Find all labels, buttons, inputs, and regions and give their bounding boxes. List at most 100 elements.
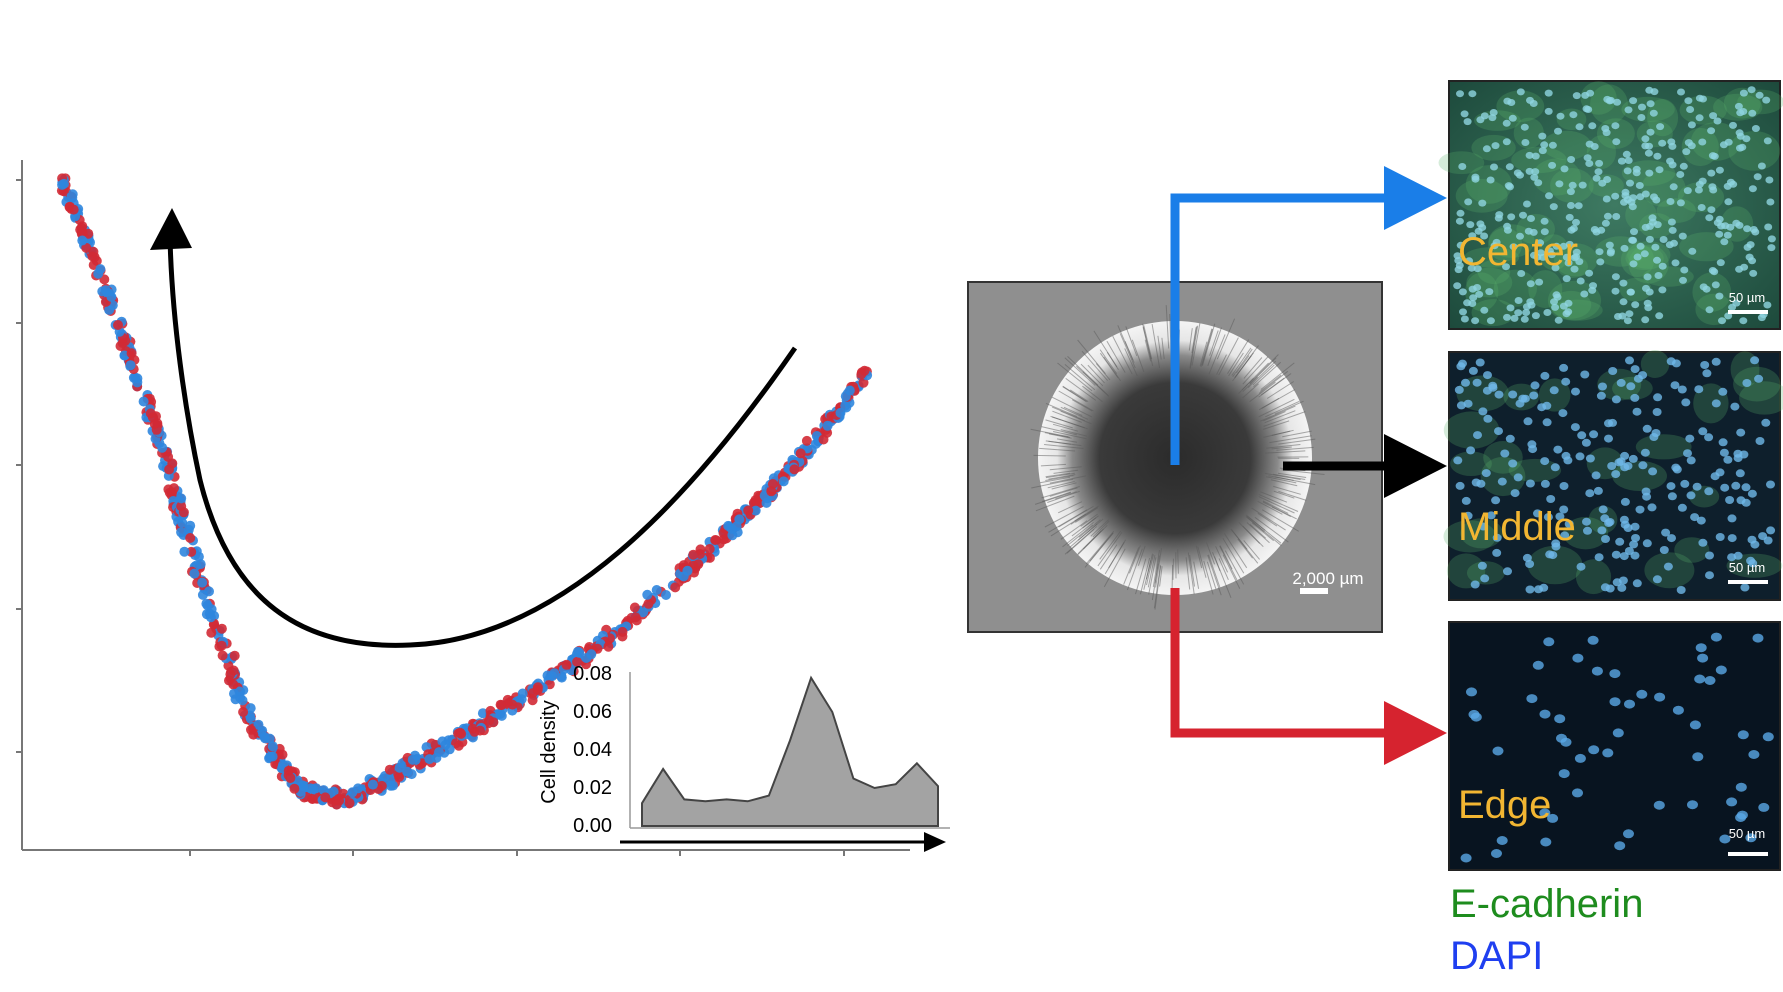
- nucleus: [1455, 262, 1464, 269]
- nucleus: [1471, 317, 1480, 325]
- colony-fiber: [1045, 402, 1078, 418]
- red-dot-icon: [224, 675, 234, 686]
- nucleus: [1519, 211, 1527, 219]
- colony-fiber: [1042, 491, 1071, 502]
- nucleus: [1564, 259, 1573, 267]
- red-dot-icon: [228, 665, 239, 676]
- colony-fiber: [1223, 533, 1248, 569]
- ecadherin-patch: [1483, 441, 1523, 474]
- nucleus: [1745, 833, 1757, 843]
- nucleus: [1603, 212, 1612, 220]
- nucleus: [1739, 317, 1748, 325]
- nucleus: [1596, 391, 1606, 400]
- colony-fiber: [1224, 550, 1245, 585]
- nucleus: [1735, 469, 1745, 478]
- nucleus: [1629, 260, 1638, 268]
- colony-fiber: [1067, 356, 1099, 386]
- nucleus: [1556, 112, 1565, 120]
- colony-fiber: [1245, 516, 1265, 532]
- nucleus: [1526, 280, 1535, 288]
- red-dot-icon: [334, 795, 345, 806]
- nucleus: [1748, 109, 1757, 117]
- nucleus: [1580, 290, 1589, 298]
- red-dot-icon: [572, 656, 583, 667]
- colony-fiber: [1278, 490, 1307, 501]
- colony-fiber: [1234, 345, 1259, 378]
- nucleus: [1608, 367, 1618, 375]
- colony-fiber: [1117, 325, 1134, 361]
- panel-edge-nuclei: [1460, 632, 1774, 863]
- nucleus: [1736, 810, 1748, 820]
- nucleus: [1655, 166, 1664, 174]
- colony-fiber: [1159, 566, 1163, 587]
- nucleus: [1591, 666, 1603, 676]
- blue-dot-icon: [253, 719, 264, 730]
- nucleus: [1545, 192, 1553, 200]
- y-axis-ticks: [16, 179, 22, 753]
- nucleus: [1766, 480, 1775, 489]
- nucleus: [1632, 407, 1642, 416]
- colony-fiber: [1259, 374, 1282, 392]
- colony-fiber: [1263, 411, 1306, 427]
- blue-dot-icon: [206, 604, 217, 615]
- nucleus: [1453, 456, 1463, 465]
- panel-middle-scale-bar: [1728, 580, 1768, 584]
- nucleus: [1741, 483, 1751, 492]
- nucleus: [1647, 503, 1657, 512]
- nucleus: [1595, 159, 1604, 167]
- colony-fiber: [1201, 328, 1213, 366]
- red-dot-icon: [384, 764, 395, 775]
- nucleus: [1672, 705, 1684, 715]
- nucleus: [1538, 132, 1547, 140]
- colony-fiber: [1264, 472, 1301, 480]
- nucleus: [1629, 236, 1638, 244]
- nucleus: [1582, 517, 1591, 526]
- nucleus: [1517, 270, 1526, 277]
- colony-fiber: [1258, 370, 1289, 394]
- colony-fiber: [1222, 537, 1245, 574]
- nucleus: [1632, 165, 1641, 173]
- colony-fiber: [1060, 410, 1092, 425]
- colony-fiber: [1056, 438, 1078, 443]
- nucleus: [1460, 110, 1469, 118]
- colony-fiber: [1067, 524, 1094, 546]
- nucleus: [1618, 576, 1628, 585]
- nucleus: [1624, 699, 1635, 709]
- nucleus: [1698, 177, 1707, 185]
- nucleus: [1602, 195, 1611, 203]
- nucleus: [1603, 95, 1612, 103]
- ecadherin-patch: [1488, 224, 1535, 258]
- colony-fiber: [1045, 475, 1074, 481]
- nucleus: [1583, 154, 1592, 162]
- nucleus: [1515, 399, 1525, 408]
- colony-fiber: [1062, 522, 1094, 548]
- middle-arrowhead-icon: [1384, 434, 1447, 498]
- nucleus: [1676, 171, 1685, 178]
- blue-dot-icon: [205, 612, 216, 623]
- nucleus: [1591, 471, 1601, 480]
- nucleus: [1469, 294, 1478, 302]
- nucleus: [1463, 299, 1472, 307]
- nucleus: [1581, 91, 1590, 99]
- colony-fiber: [1251, 522, 1275, 542]
- nucleus: [1490, 163, 1498, 171]
- nucleus: [1687, 800, 1698, 810]
- nucleus: [1533, 509, 1542, 518]
- blue-dot-icon: [177, 517, 188, 528]
- nucleus: [1659, 236, 1668, 243]
- nucleus: [1711, 399, 1721, 408]
- blue-dot-icon: [132, 377, 143, 388]
- ecadherin-patch: [1446, 553, 1486, 589]
- nucleus: [1643, 299, 1652, 307]
- nucleus: [1747, 489, 1757, 498]
- blue-dot-icon: [731, 521, 742, 532]
- nucleus: [1705, 551, 1714, 560]
- nucleus: [1635, 182, 1644, 189]
- nucleus: [1716, 259, 1725, 267]
- nucleus: [1750, 356, 1760, 365]
- colony-fiber: [1249, 381, 1276, 403]
- colony-fiber: [1125, 326, 1138, 357]
- nucleus: [1636, 242, 1645, 250]
- edge-connector-line: [1170, 588, 1390, 738]
- nucleus: [1709, 112, 1718, 120]
